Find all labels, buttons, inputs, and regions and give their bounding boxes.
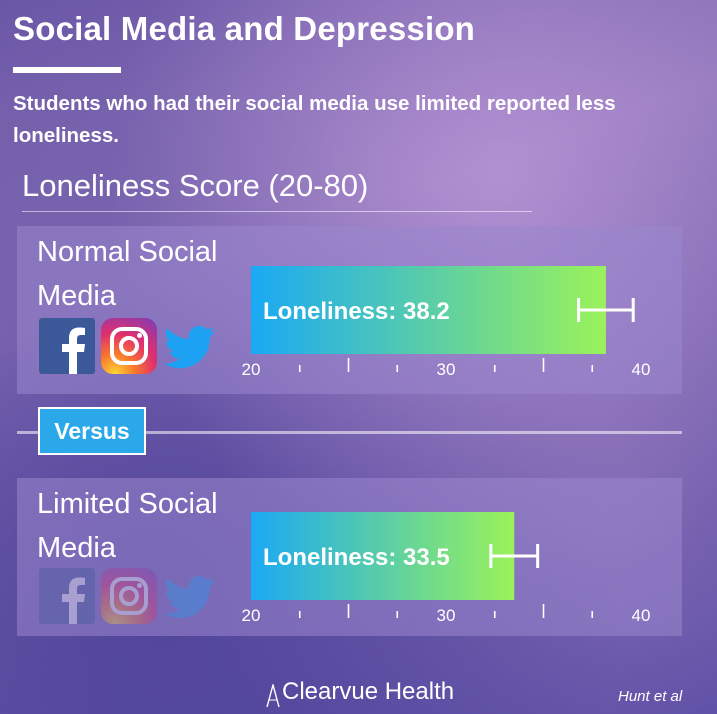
tick-label: 20 — [242, 606, 261, 625]
score-label: Loneliness Score (20-80) — [22, 168, 369, 203]
title-underline — [13, 67, 121, 73]
bar-value-label: Loneliness: 33.5 — [263, 544, 450, 571]
normal-group-label: Normal Social Media — [37, 230, 247, 318]
tick-label: 40 — [632, 360, 651, 379]
bar — [251, 512, 515, 600]
normal-bar-chart: Loneliness: 38.2 20 30 40 — [242, 266, 651, 379]
page-subtitle: Students who had their social media use … — [13, 92, 616, 147]
facebook-icon — [39, 318, 95, 374]
limited-group-label-line2: Media — [37, 532, 116, 564]
tick-label: 20 — [242, 360, 261, 379]
instagram-icon — [101, 318, 157, 374]
versus-badge: Versus — [38, 407, 146, 455]
page-title: Social Media and Depression — [13, 10, 476, 47]
tick-label: 30 — [437, 606, 456, 625]
score-divider — [22, 211, 532, 212]
normal-social-icons — [39, 318, 219, 374]
twitter-icon — [163, 568, 219, 624]
limited-group-label: Limited Social Media — [37, 482, 247, 570]
limited-social-media-panel: Limited Social Media — [17, 478, 682, 636]
footer-citation: Hunt et al — [618, 688, 683, 705]
limited-group-label-line1: Limited Social — [37, 488, 218, 520]
limited-bar-chart: Loneliness: 33.5 20 30 40 — [242, 512, 651, 625]
twitter-icon — [163, 318, 219, 374]
tick-label: 40 — [632, 606, 651, 625]
instagram-icon — [101, 568, 157, 624]
tick-label: 30 — [437, 360, 456, 379]
clearvue-logo-icon — [266, 684, 280, 708]
normal-group-label-line2: Media — [37, 280, 116, 312]
facebook-icon — [39, 568, 95, 624]
bar-value-label: Loneliness: 38.2 — [263, 298, 450, 325]
limited-social-icons — [39, 568, 219, 624]
normal-social-media-panel: Normal Social Media — [17, 226, 682, 394]
footer-brand: Clearvue Health — [282, 678, 455, 705]
versus-divider — [17, 431, 682, 434]
normal-group-label-line1: Normal Social — [37, 236, 218, 268]
bar — [251, 266, 606, 354]
